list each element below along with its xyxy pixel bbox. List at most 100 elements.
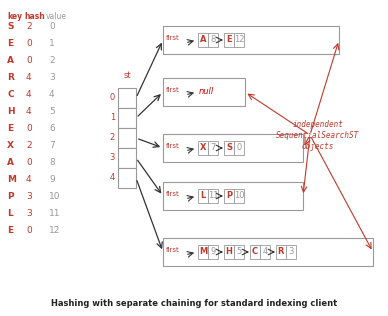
Text: L: L (7, 209, 13, 218)
Text: 2: 2 (49, 56, 55, 65)
Bar (234, 189, 244, 203)
Bar (224, 245, 234, 259)
Bar (224, 33, 234, 47)
Text: 10: 10 (49, 192, 61, 201)
Bar (118, 88, 136, 108)
Bar (286, 245, 296, 259)
Text: 2: 2 (110, 133, 115, 143)
Text: first: first (166, 247, 180, 253)
Bar (260, 245, 270, 259)
Text: 3: 3 (49, 73, 55, 82)
Text: first: first (166, 35, 180, 41)
Text: 0: 0 (110, 94, 115, 102)
Text: 10: 10 (234, 191, 244, 200)
Text: M: M (199, 247, 207, 257)
Bar (234, 245, 244, 259)
Text: null: null (199, 88, 214, 96)
Text: key: key (7, 12, 22, 21)
Text: S: S (226, 143, 232, 153)
Text: Hashing with separate chaining for standard indexing client: Hashing with separate chaining for stand… (51, 299, 337, 308)
Text: E: E (226, 35, 232, 45)
Text: 1: 1 (110, 113, 115, 123)
Text: 0: 0 (26, 124, 32, 133)
Bar (118, 128, 136, 148)
Text: A: A (7, 158, 14, 167)
Text: X: X (200, 143, 206, 153)
Text: M: M (7, 175, 16, 184)
Text: first: first (166, 143, 180, 149)
Bar (118, 108, 136, 128)
Bar (224, 141, 234, 155)
Text: 5: 5 (49, 107, 55, 116)
Text: 5: 5 (236, 247, 242, 257)
Text: st: st (123, 71, 131, 80)
Text: E: E (7, 124, 13, 133)
Bar (118, 148, 136, 168)
Bar (163, 134, 303, 162)
Bar (198, 245, 208, 259)
Text: 3: 3 (288, 247, 294, 257)
Text: L: L (200, 191, 206, 200)
Text: 4: 4 (26, 90, 32, 99)
Text: independent
SequentialSearchST
objects: independent SequentialSearchST objects (276, 120, 360, 151)
Text: 4: 4 (262, 247, 268, 257)
Text: A: A (7, 56, 14, 65)
Bar (208, 33, 218, 47)
Text: A: A (200, 35, 206, 45)
Text: 12: 12 (234, 35, 244, 45)
Text: H: H (7, 107, 15, 116)
Text: 8: 8 (210, 35, 216, 45)
Text: 6: 6 (49, 124, 55, 133)
Text: 4: 4 (110, 173, 115, 183)
Bar (208, 141, 218, 155)
Text: 2: 2 (26, 141, 32, 150)
Bar (234, 141, 244, 155)
Text: first: first (166, 191, 180, 197)
Text: 7: 7 (210, 143, 216, 153)
Text: 1: 1 (49, 39, 55, 48)
Bar (163, 26, 339, 54)
Text: 4: 4 (26, 107, 32, 116)
Text: 7: 7 (49, 141, 55, 150)
Bar (163, 238, 373, 266)
Bar (118, 168, 136, 188)
Bar (276, 245, 286, 259)
Bar (198, 141, 208, 155)
Text: 0: 0 (26, 158, 32, 167)
Text: 9: 9 (49, 175, 55, 184)
Text: 11: 11 (49, 209, 61, 218)
Text: 9: 9 (210, 247, 216, 257)
Text: 3: 3 (26, 209, 32, 218)
Text: P: P (226, 191, 232, 200)
Text: 12: 12 (49, 226, 61, 235)
Text: 11: 11 (208, 191, 218, 200)
Text: value: value (46, 12, 67, 21)
Text: 2: 2 (26, 22, 32, 31)
Text: X: X (7, 141, 14, 150)
Text: H: H (225, 247, 232, 257)
Text: 0: 0 (26, 226, 32, 235)
Text: P: P (7, 192, 14, 201)
Text: E: E (7, 39, 13, 48)
Text: 3: 3 (110, 154, 115, 162)
Text: S: S (7, 22, 14, 31)
Text: hash: hash (24, 12, 45, 21)
Text: first: first (166, 87, 180, 93)
Text: 0: 0 (26, 39, 32, 48)
Text: 0: 0 (26, 56, 32, 65)
Bar (224, 189, 234, 203)
Bar (163, 78, 245, 106)
Text: C: C (7, 90, 14, 99)
Bar (198, 33, 208, 47)
Text: E: E (7, 226, 13, 235)
Text: R: R (7, 73, 14, 82)
Text: 0: 0 (49, 22, 55, 31)
Text: 8: 8 (49, 158, 55, 167)
Text: 3: 3 (26, 192, 32, 201)
Text: 4: 4 (26, 175, 32, 184)
Text: R: R (278, 247, 284, 257)
Bar (198, 189, 208, 203)
Bar (208, 245, 218, 259)
Text: C: C (252, 247, 258, 257)
Text: 4: 4 (26, 73, 32, 82)
